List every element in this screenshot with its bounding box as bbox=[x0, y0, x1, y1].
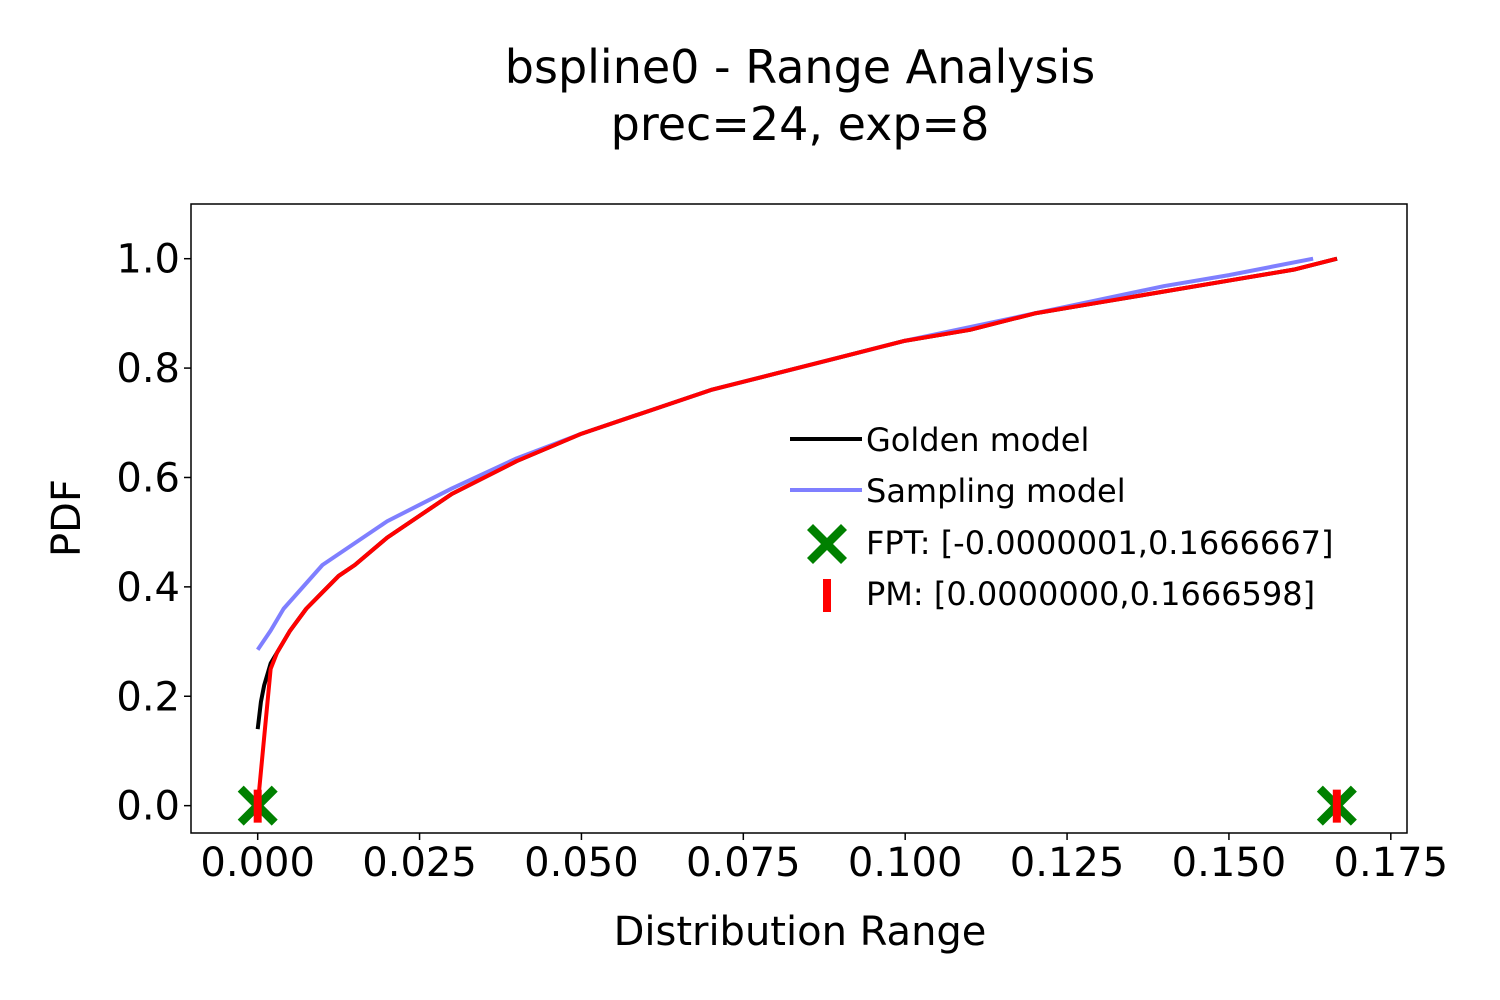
y-axis: 0.0 0.2 0.4 0.6 0.8 1.0 bbox=[116, 237, 191, 830]
x-tick-label: 0.125 bbox=[1010, 840, 1125, 886]
y-tick-label: 0.0 bbox=[116, 784, 180, 830]
chart-title: bspline0 - Range Analysis bbox=[505, 40, 1095, 94]
plot-area bbox=[237, 256, 1357, 826]
y-axis-label: PDF bbox=[44, 479, 90, 557]
y-tick-label: 0.6 bbox=[116, 455, 180, 501]
x-tick-label: 0.025 bbox=[362, 840, 477, 886]
series-line-pm-range bbox=[255, 256, 1338, 806]
y-tick-label: 0.2 bbox=[116, 674, 180, 720]
y-tick-label: 1.0 bbox=[116, 237, 180, 283]
legend-label-fpt: FPT: [-0.0000001,0.1666667] bbox=[866, 524, 1333, 562]
x-tick-label: 0.050 bbox=[524, 840, 639, 886]
plot-frame bbox=[190, 203, 1408, 834]
legend-swatch-pm bbox=[823, 579, 831, 612]
legend-label-golden-model: Golden model bbox=[866, 421, 1089, 459]
x-tick-label: 0.000 bbox=[200, 840, 315, 886]
x-axis: 0.000 0.025 0.050 0.075 0.100 0.125 0.150 0.175 bbox=[200, 833, 1448, 886]
legend-label-sampling-model: Sampling model bbox=[866, 472, 1126, 510]
x-tick-label: 0.100 bbox=[848, 840, 963, 886]
chart-subtitle: prec=24, exp=8 bbox=[611, 97, 990, 151]
pm-marker bbox=[1332, 789, 1341, 823]
x-axis-label: Distribution Range bbox=[614, 909, 987, 955]
x-tick-label: 0.175 bbox=[1334, 840, 1449, 886]
y-tick-label: 0.8 bbox=[116, 346, 180, 392]
y-tick-label: 0.4 bbox=[116, 565, 180, 611]
legend: Golden model Sampling model FPT: [-0.000… bbox=[790, 421, 1333, 613]
legend-swatch-fpt bbox=[807, 524, 847, 564]
x-tick-label: 0.075 bbox=[686, 840, 801, 886]
legend-label-pm: PM: [0.0000000,0.1666598] bbox=[866, 575, 1315, 613]
series-line-golden-model bbox=[255, 256, 1338, 730]
x-tick-label: 0.150 bbox=[1172, 840, 1287, 886]
pm-marker bbox=[253, 789, 262, 823]
